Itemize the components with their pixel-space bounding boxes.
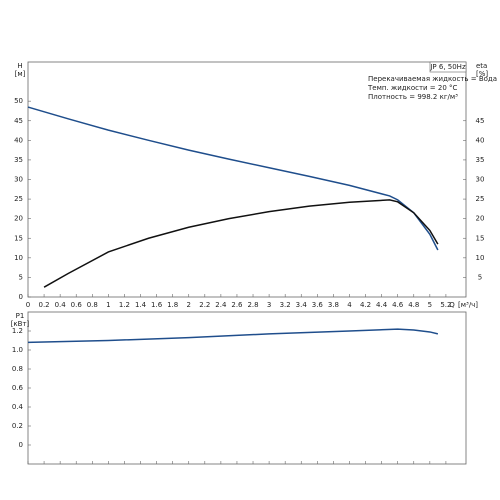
y2-tick-label: 15 (476, 234, 485, 242)
y-tick-label: 10 (14, 254, 23, 262)
x-tick-label: 2 (186, 301, 190, 309)
y-tick-label: 0.8 (12, 365, 23, 373)
y-tick-label: 35 (14, 156, 23, 164)
legend-box (429, 61, 467, 73)
y-tick-label: 0.2 (12, 422, 23, 430)
x-tick-label: 3.6 (312, 301, 324, 309)
y-tick-label: 40 (14, 136, 23, 144)
x-tick-label: 5.2 (440, 301, 451, 309)
x-tick-label: 3.2 (280, 301, 291, 309)
y-tick-label: 50 (14, 97, 23, 105)
y2-label: eta (476, 62, 487, 70)
y-unit: [м] (15, 70, 26, 78)
y2-tick-label: 25 (476, 195, 485, 203)
x-tick-label: 1 (106, 301, 110, 309)
y-tick-label: 30 (14, 176, 23, 184)
y-tick-label: 15 (14, 234, 23, 242)
y2-tick-label: 40 (476, 136, 485, 144)
y-label: H (17, 62, 22, 70)
x-tick-label: 0.2 (39, 301, 50, 309)
x-tick-label: 0 (26, 301, 30, 309)
y-tick-label: 1.2 (12, 327, 23, 335)
x-tick-label: 3.8 (328, 301, 339, 309)
note: Перекачиваемая жидкость = Вода (368, 75, 497, 83)
x-tick-label: 1.2 (119, 301, 130, 309)
y-label: P1 (16, 312, 25, 320)
y-tick-label: 0 (19, 441, 23, 449)
x-tick-label: 5 (428, 301, 432, 309)
y-tick-label: 25 (14, 195, 23, 203)
y-unit: [кВт] (11, 320, 30, 328)
y2-tick-label: 10 (476, 254, 485, 262)
x-tick-label: 2.4 (215, 301, 227, 309)
note: Темп. жидкости = 20 °C (367, 84, 458, 92)
y2-unit: [%] (476, 70, 488, 78)
x-label: Q (449, 301, 455, 309)
line (43, 199, 439, 288)
x-tick-label: 1.4 (135, 301, 147, 309)
x-tick-label: 0.4 (55, 301, 67, 309)
y-tick-label: 5 (19, 273, 23, 281)
line (27, 106, 439, 251)
x-tick-label: 1.6 (151, 301, 163, 309)
y-tick-label: 0.6 (12, 384, 24, 392)
x-tick-label: 4.8 (408, 301, 419, 309)
x-tick-label: 3 (267, 301, 271, 309)
x-tick-label: 4 (347, 301, 352, 309)
y-tick-label: 20 (14, 215, 23, 223)
x-tick-label: 2.2 (199, 301, 210, 309)
y2-tick-label: 20 (476, 215, 485, 223)
x-tick-label: 1.8 (167, 301, 178, 309)
note: Плотность = 998.2 кг/м³ (368, 93, 458, 101)
y2-tick-label: 35 (476, 156, 485, 164)
x-unit: [м³/ч] (458, 301, 478, 309)
y-tick-label: 0.4 (12, 403, 24, 411)
y-tick-label: 1.0 (12, 346, 23, 354)
x-tick-label: 4.6 (392, 301, 404, 309)
x-tick-label: 4.4 (376, 301, 388, 309)
x-tick-label: 0.6 (71, 301, 83, 309)
x-tick-label: 2.8 (247, 301, 258, 309)
line (27, 328, 439, 344)
x-tick-label: 3.4 (296, 301, 308, 309)
x-tick-label: 2.6 (231, 301, 243, 309)
y-tick-label: 45 (14, 117, 23, 125)
y2-tick-label: 5 (478, 273, 482, 281)
legend-text: JP 6, 50Hz (429, 63, 466, 71)
x-tick-label: 0.8 (87, 301, 98, 309)
y2-tick-label: 30 (476, 176, 485, 184)
y2-tick-label: 45 (476, 117, 485, 125)
y-tick-label: 0 (19, 293, 23, 301)
x-tick-label: 4.2 (360, 301, 371, 309)
